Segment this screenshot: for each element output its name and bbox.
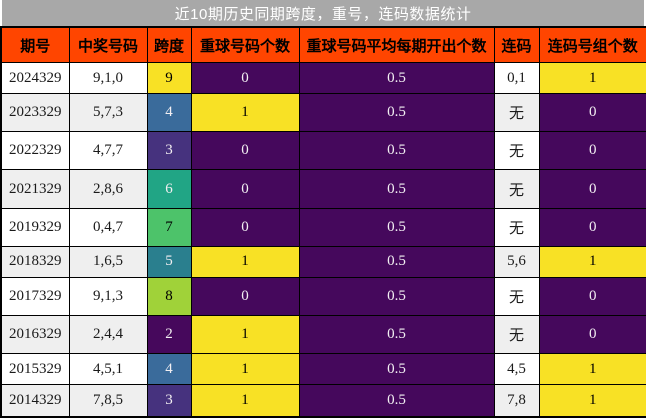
repeat-count-cell: 1 bbox=[190, 353, 300, 386]
repeat-count-cell: 1 bbox=[190, 245, 300, 278]
repeat-count-cell: 1 bbox=[190, 314, 300, 355]
consecutive-groups-cell: 1 bbox=[538, 61, 646, 95]
span-cell: 4 bbox=[146, 93, 192, 133]
span-cell: 2 bbox=[146, 314, 192, 355]
period-cell: 2016329 bbox=[0, 314, 70, 355]
repeat-average-cell: 0.5 bbox=[298, 353, 495, 386]
winning-numbers-cell: 2,8,6 bbox=[68, 169, 148, 209]
repeat-count-cell: 1 bbox=[190, 93, 300, 133]
table-row: 2016329 2,4,4 2 1 0.5 无 0 bbox=[0, 314, 646, 355]
consecutive-groups-cell: 1 bbox=[538, 245, 646, 278]
column-header-period: 期号 bbox=[0, 26, 70, 63]
repeat-average-cell: 0.5 bbox=[298, 384, 495, 418]
period-cell: 2015329 bbox=[0, 353, 70, 386]
winning-numbers-cell: 5,7,3 bbox=[68, 93, 148, 133]
column-header-span: 跨度 bbox=[146, 26, 192, 63]
column-header-consecutive: 连码 bbox=[493, 26, 540, 63]
period-cell: 2017329 bbox=[0, 276, 70, 317]
consecutive-groups-cell: 0 bbox=[538, 131, 646, 171]
column-header-repeat-average: 重球号码平均每期开出个数 bbox=[298, 26, 495, 63]
period-cell: 2014329 bbox=[0, 384, 70, 418]
table-row: 2018329 1,6,5 5 1 0.5 5,6 1 bbox=[0, 245, 646, 278]
period-cell: 2021329 bbox=[0, 169, 70, 209]
column-header-winning-numbers: 中奖号码 bbox=[68, 26, 148, 63]
repeat-average-cell: 0.5 bbox=[298, 131, 495, 171]
period-cell: 2022329 bbox=[0, 131, 70, 171]
consecutive-cell: 无 bbox=[493, 314, 540, 355]
table-row: 2023329 5,7,3 4 1 0.5 无 0 bbox=[0, 93, 646, 133]
repeat-average-cell: 0.5 bbox=[298, 207, 495, 247]
consecutive-groups-cell: 0 bbox=[538, 93, 646, 133]
table-row: 2015329 4,5,1 4 1 0.5 4,5 1 bbox=[0, 353, 646, 386]
table-row: 2024329 9,1,0 9 0 0.5 0,1 1 bbox=[0, 61, 646, 95]
period-cell: 2024329 bbox=[0, 61, 70, 95]
column-header-repeat-count: 重球号码个数 bbox=[190, 26, 300, 63]
repeat-average-cell: 0.5 bbox=[298, 93, 495, 133]
consecutive-groups-cell: 0 bbox=[538, 276, 646, 317]
repeat-average-cell: 0.5 bbox=[298, 276, 495, 317]
span-cell: 8 bbox=[146, 276, 192, 317]
consecutive-cell: 无 bbox=[493, 169, 540, 209]
table-row: 2017329 9,1,3 8 0 0.5 无 0 bbox=[0, 276, 646, 317]
column-header-consecutive-groups: 连码号组个数 bbox=[538, 26, 646, 63]
consecutive-cell: 无 bbox=[493, 93, 540, 133]
span-cell: 6 bbox=[146, 169, 192, 209]
consecutive-cell: 无 bbox=[493, 131, 540, 171]
period-cell: 2018329 bbox=[0, 245, 70, 278]
winning-numbers-cell: 1,6,5 bbox=[68, 245, 148, 278]
repeat-average-cell: 0.5 bbox=[298, 245, 495, 278]
repeat-count-cell: 0 bbox=[190, 61, 300, 95]
consecutive-groups-cell: 0 bbox=[538, 207, 646, 247]
table-row: 2019329 0,4,7 7 0 0.5 无 0 bbox=[0, 207, 646, 247]
consecutive-cell: 无 bbox=[493, 207, 540, 247]
repeat-count-cell: 1 bbox=[190, 384, 300, 418]
winning-numbers-cell: 0,4,7 bbox=[68, 207, 148, 247]
winning-numbers-cell: 9,1,3 bbox=[68, 276, 148, 317]
table-row: 2022329 4,7,7 3 0 0.5 无 0 bbox=[0, 131, 646, 171]
repeat-average-cell: 0.5 bbox=[298, 61, 495, 95]
consecutive-groups-cell: 1 bbox=[538, 353, 646, 386]
span-cell: 4 bbox=[146, 353, 192, 386]
header-row: 期号 中奖号码 跨度 重球号码个数 重球号码平均每期开出个数 连码 连码号组个数 bbox=[0, 26, 646, 63]
repeat-count-cell: 0 bbox=[190, 169, 300, 209]
consecutive-cell: 0,1 bbox=[493, 61, 540, 95]
consecutive-groups-cell: 0 bbox=[538, 169, 646, 209]
winning-numbers-cell: 4,7,7 bbox=[68, 131, 148, 171]
winning-numbers-cell: 9,1,0 bbox=[68, 61, 148, 95]
span-cell: 7 bbox=[146, 207, 192, 247]
consecutive-groups-cell: 1 bbox=[538, 384, 646, 418]
table-row: 2021329 2,8,6 6 0 0.5 无 0 bbox=[0, 169, 646, 209]
table-row: 2014329 7,8,5 3 1 0.5 7,8 1 bbox=[0, 384, 646, 418]
span-cell: 3 bbox=[146, 384, 192, 418]
winning-numbers-cell: 2,4,4 bbox=[68, 314, 148, 355]
consecutive-cell: 4,5 bbox=[493, 353, 540, 386]
winning-numbers-cell: 7,8,5 bbox=[68, 384, 148, 418]
consecutive-groups-cell: 0 bbox=[538, 314, 646, 355]
repeat-count-cell: 0 bbox=[190, 131, 300, 171]
consecutive-cell: 5,6 bbox=[493, 245, 540, 278]
page-title: 近10期历史同期跨度，重号，连码数据统计 bbox=[0, 0, 646, 26]
stats-table: 期号 中奖号码 跨度 重球号码个数 重球号码平均每期开出个数 连码 连码号组个数… bbox=[0, 26, 646, 418]
repeat-count-cell: 0 bbox=[190, 207, 300, 247]
stats-table-body: 2024329 9,1,0 9 0 0.5 0,1 1 2023329 5,7,3 4 1 0.5 无 0… bbox=[0, 61, 646, 418]
repeat-average-cell: 0.5 bbox=[298, 169, 495, 209]
winning-numbers-cell: 4,5,1 bbox=[68, 353, 148, 386]
period-cell: 2019329 bbox=[0, 207, 70, 247]
span-cell: 5 bbox=[146, 245, 192, 278]
consecutive-cell: 无 bbox=[493, 276, 540, 317]
repeat-average-cell: 0.5 bbox=[298, 314, 495, 355]
consecutive-cell: 7,8 bbox=[493, 384, 540, 418]
repeat-count-cell: 0 bbox=[190, 276, 300, 317]
period-cell: 2023329 bbox=[0, 93, 70, 133]
span-cell: 3 bbox=[146, 131, 192, 171]
span-cell: 9 bbox=[146, 61, 192, 95]
